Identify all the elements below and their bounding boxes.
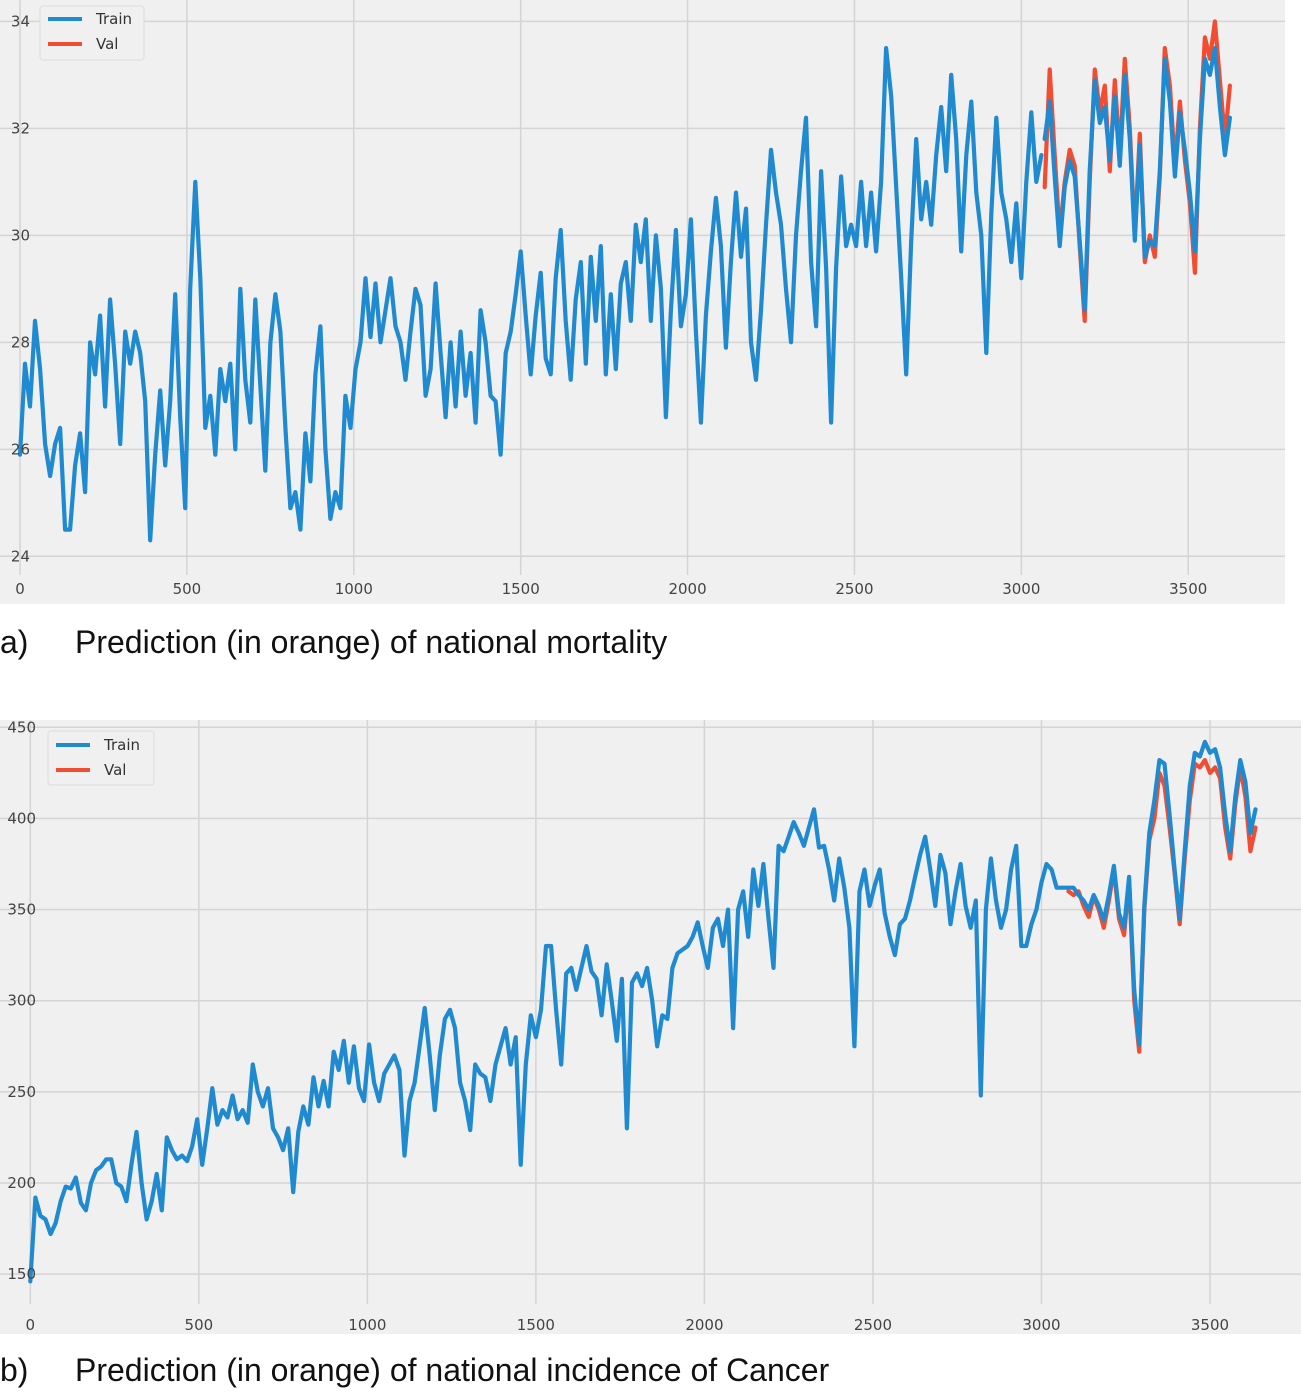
y-tick-labels-b: 150 200 250 300 350 400 450 xyxy=(7,718,36,1283)
plot-area-b xyxy=(0,720,1301,1334)
x-tick-a-7: 3500 xyxy=(1169,580,1207,598)
x-tick-b-2: 1000 xyxy=(348,1316,386,1334)
caption-a: a) Prediction (in orange) of national mor… xyxy=(0,624,667,661)
x-tick-a-1: 500 xyxy=(173,580,202,598)
series-line-train-b-2 xyxy=(1066,739,1258,1047)
x-tick-labels-a: 0 500 1000 1500 2000 2500 3000 3500 xyxy=(15,580,1207,598)
x-tick-a-4: 2000 xyxy=(668,580,706,598)
y-tick-b-1: 200 xyxy=(7,1174,36,1192)
caption-b: b) Prediction (in orange) of national inc… xyxy=(0,1352,829,1389)
series-line-train-b-0 xyxy=(28,807,1069,1284)
y-tick-labels-a: 24 26 28 30 32 34 xyxy=(11,12,30,565)
caption-b-label: b) xyxy=(0,1352,29,1388)
y-tick-a-5: 34 xyxy=(11,12,30,30)
x-tick-a-0: 0 xyxy=(15,580,25,598)
x-tick-b-3: 1500 xyxy=(517,1316,555,1334)
x-tick-b-1: 500 xyxy=(185,1316,214,1334)
legend-b: Train Val xyxy=(47,730,155,786)
x-tick-b-4: 2000 xyxy=(685,1316,723,1334)
series-layer-b xyxy=(28,739,1258,1284)
x-tick-b-7: 3500 xyxy=(1191,1316,1229,1334)
legend-label-train-b: Train xyxy=(103,736,140,754)
series-layer-a xyxy=(17,19,1232,543)
y-tick-b-5: 400 xyxy=(7,809,36,827)
y-tick-a-1: 26 xyxy=(11,440,30,458)
y-tick-a-4: 32 xyxy=(11,119,30,137)
caption-a-text: Prediction (in orange) of national morta… xyxy=(75,624,668,660)
caption-b-text: Prediction (in orange) of national incid… xyxy=(75,1352,830,1388)
y-tick-a-2: 28 xyxy=(11,333,30,351)
y-tick-b-6: 450 xyxy=(7,718,36,736)
x-tick-labels-b: 0 500 1000 1500 2000 2500 3000 3500 xyxy=(26,1316,1230,1334)
y-tick-a-3: 30 xyxy=(11,226,30,244)
y-tick-b-0: 150 xyxy=(7,1265,36,1283)
x-tick-a-5: 2500 xyxy=(835,580,873,598)
x-tick-b-6: 3000 xyxy=(1022,1316,1060,1334)
plot-area-a xyxy=(0,0,1285,604)
x-tick-b-0: 0 xyxy=(26,1316,36,1334)
y-tick-b-3: 300 xyxy=(7,992,36,1010)
chart-panel-b: 150 200 250 300 350 400 450 0 500 1000 1500 2000 25… xyxy=(0,718,1301,1334)
series-line-train-a-0 xyxy=(17,46,1044,543)
legend-label-train-a: Train xyxy=(95,10,132,28)
y-tick-b-4: 350 xyxy=(7,901,36,919)
caption-a-label: a) xyxy=(0,624,29,660)
legend-a: Train Val xyxy=(39,5,145,61)
x-tick-b-5: 2500 xyxy=(854,1316,892,1334)
series-line-train-a-2 xyxy=(1042,46,1232,313)
x-tick-a-6: 3000 xyxy=(1002,580,1040,598)
legend-label-val-a: Val xyxy=(96,35,118,53)
y-tick-b-2: 250 xyxy=(7,1083,36,1101)
legend-label-val-b: Val xyxy=(104,761,126,779)
x-tick-a-2: 1000 xyxy=(335,580,373,598)
y-tick-a-0: 24 xyxy=(11,547,30,565)
x-tick-a-3: 1500 xyxy=(502,580,540,598)
chart-panel-a: 24 26 28 30 32 34 0 500 1000 1500 2000 2500 3000 350… xyxy=(0,0,1285,604)
